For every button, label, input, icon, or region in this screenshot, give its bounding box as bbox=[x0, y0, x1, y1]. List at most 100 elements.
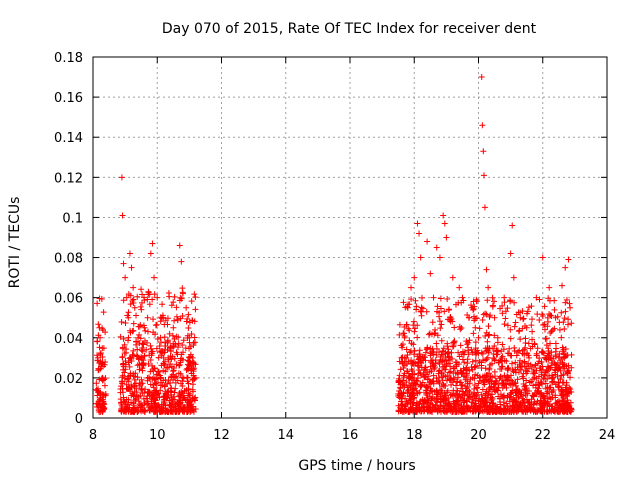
data-point bbox=[472, 351, 479, 358]
data-point bbox=[185, 324, 192, 331]
data-point bbox=[150, 329, 157, 336]
data-point bbox=[567, 405, 574, 412]
data-point bbox=[507, 382, 514, 389]
data-point bbox=[532, 408, 539, 415]
data-point bbox=[125, 359, 132, 366]
data-point bbox=[424, 238, 431, 245]
data-point bbox=[404, 304, 411, 311]
data-point bbox=[539, 254, 546, 261]
data-point bbox=[488, 383, 495, 390]
data-point bbox=[536, 358, 543, 365]
data-point bbox=[510, 274, 517, 281]
data-point bbox=[473, 315, 480, 322]
data-point bbox=[186, 334, 193, 341]
data-point bbox=[519, 399, 526, 406]
data-point bbox=[190, 342, 197, 349]
data-point bbox=[554, 373, 561, 380]
data-point bbox=[557, 376, 564, 383]
data-point bbox=[467, 407, 474, 414]
data-point bbox=[175, 400, 182, 407]
data-point bbox=[416, 230, 423, 237]
data-point bbox=[482, 399, 489, 406]
data-point bbox=[131, 304, 138, 311]
data-point bbox=[137, 402, 144, 409]
data-point bbox=[524, 368, 531, 375]
data-point bbox=[560, 406, 567, 413]
data-point bbox=[150, 374, 157, 381]
data-point bbox=[508, 372, 515, 379]
data-point bbox=[398, 354, 405, 361]
data-point bbox=[418, 304, 425, 311]
data-point bbox=[511, 299, 518, 306]
x-tick-label: 14 bbox=[277, 428, 294, 443]
data-point bbox=[501, 372, 508, 379]
data-point bbox=[417, 354, 424, 361]
plot-frame bbox=[92, 56, 608, 419]
data-point bbox=[128, 264, 135, 271]
data-point bbox=[147, 342, 154, 349]
data-point bbox=[421, 374, 428, 381]
data-point bbox=[119, 212, 126, 219]
data-point bbox=[511, 399, 518, 406]
data-point bbox=[95, 400, 102, 407]
data-point bbox=[556, 326, 563, 333]
data-point bbox=[488, 397, 495, 404]
data-point bbox=[173, 349, 180, 356]
data-point bbox=[443, 377, 450, 384]
data-point bbox=[464, 398, 471, 405]
y-tick-label: 0.16 bbox=[54, 91, 83, 106]
data-point bbox=[478, 402, 485, 409]
data-point bbox=[148, 348, 155, 355]
data-point bbox=[504, 322, 511, 329]
data-point bbox=[130, 347, 137, 354]
data-point bbox=[160, 354, 167, 361]
data-point bbox=[497, 373, 504, 380]
data-point bbox=[179, 342, 186, 349]
data-point bbox=[414, 334, 421, 341]
data-point bbox=[395, 375, 402, 382]
data-point bbox=[515, 328, 522, 335]
data-point bbox=[555, 379, 562, 386]
data-point bbox=[543, 355, 550, 362]
data-point bbox=[433, 244, 440, 251]
data-point bbox=[476, 395, 483, 402]
data-point bbox=[175, 334, 182, 341]
data-point bbox=[544, 368, 551, 375]
data-point bbox=[417, 254, 424, 261]
data-point bbox=[454, 393, 461, 400]
data-point bbox=[133, 352, 140, 359]
data-point bbox=[507, 250, 514, 257]
data-point bbox=[182, 345, 189, 352]
data-point bbox=[405, 387, 412, 394]
data-point bbox=[95, 388, 102, 395]
data-point bbox=[543, 335, 550, 342]
data-point bbox=[410, 341, 417, 348]
data-point bbox=[564, 321, 571, 328]
data-point bbox=[123, 405, 130, 412]
data-point bbox=[444, 340, 451, 347]
data-point bbox=[545, 318, 552, 325]
data-point bbox=[443, 362, 450, 369]
data-point bbox=[562, 264, 569, 271]
data-point bbox=[403, 398, 410, 405]
data-point bbox=[451, 400, 458, 407]
data-point bbox=[453, 382, 460, 389]
data-point bbox=[121, 369, 128, 376]
data-point bbox=[444, 295, 451, 302]
data-point bbox=[436, 361, 443, 368]
data-point bbox=[423, 383, 430, 390]
data-point bbox=[558, 309, 565, 316]
data-point bbox=[568, 351, 575, 358]
data-point bbox=[167, 344, 174, 351]
data-point bbox=[163, 364, 170, 371]
data-point bbox=[145, 388, 152, 395]
data-point bbox=[558, 356, 565, 363]
data-point bbox=[444, 408, 451, 415]
data-point bbox=[419, 305, 426, 312]
data-point bbox=[178, 295, 185, 302]
data-point bbox=[541, 395, 548, 402]
data-point bbox=[192, 405, 199, 412]
y-tick-label: 0.12 bbox=[54, 171, 83, 186]
data-point bbox=[146, 301, 153, 308]
data-point bbox=[397, 385, 404, 392]
